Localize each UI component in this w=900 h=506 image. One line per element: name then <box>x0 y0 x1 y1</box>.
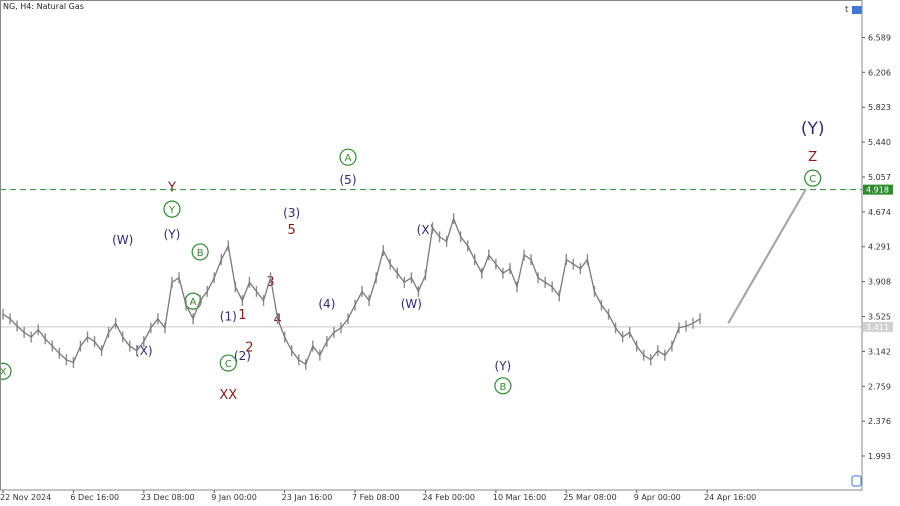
wave-label-text: B <box>499 382 506 393</box>
y-tick-label: 3.525 <box>868 312 891 321</box>
x-tick-label: 23 Dec 08:00 <box>141 493 195 502</box>
wave-label-21: (X) <box>417 223 435 237</box>
level-tag: 3.411 <box>866 323 889 332</box>
wave-circle-0 <box>0 362 12 380</box>
wave-label-27: C <box>804 169 822 187</box>
wave-circle-6 <box>191 243 209 261</box>
wave-circle-4 <box>163 200 181 218</box>
wave-label-text: A <box>345 153 352 164</box>
y-tick-label: 1.993 <box>868 452 891 461</box>
y-tick-label: 3.142 <box>868 347 891 356</box>
price-line <box>2 216 701 366</box>
wave-label-6: B <box>191 243 209 261</box>
x-tick-label: 23 Jan 16:00 <box>282 493 333 502</box>
y-tick-label: 6.589 <box>868 33 891 42</box>
wave-label-5: (Y) <box>164 228 181 242</box>
wave-label-12: C <box>219 354 237 372</box>
wave-label-text: 2 <box>245 341 253 356</box>
wave-circle-12 <box>219 354 237 372</box>
wave-label-text: Z <box>808 150 817 165</box>
wave-label-text: (W) <box>112 233 133 247</box>
wave-label-text: (1) <box>220 310 237 324</box>
wave-label-8: (1) <box>220 310 237 324</box>
wave-label-10: 2 <box>245 341 253 356</box>
trade-icon[interactable]: t <box>845 5 849 15</box>
wave-label-text: (4) <box>318 297 335 311</box>
x-tick-label: 22 Nov 2024 <box>0 493 51 502</box>
level-tag-bg-1 <box>863 321 893 332</box>
wave-label-text: X <box>0 367 7 378</box>
wave-label-19: A <box>339 148 357 166</box>
wave-label-1: (W) <box>112 233 133 247</box>
x-axis: 22 Nov 2024 6 Dec 16:00 23 Dec 08:00 9 Jan … <box>0 490 756 502</box>
wave-label-9: 1 <box>238 308 246 323</box>
toolbar-icons: t <box>845 5 862 487</box>
x-tick-label: 24 Feb 00:00 <box>422 493 474 502</box>
wave-circle-19 <box>339 148 357 166</box>
x-tick-label: 9 Jan 00:00 <box>211 493 257 502</box>
wave-label-text: XX <box>219 388 237 403</box>
wave-label-text: 5 <box>288 223 296 238</box>
x-tick-label: 10 Mar 16:00 <box>493 493 546 502</box>
y-tick-label: 3.908 <box>868 278 891 287</box>
wave-label-24: B <box>494 377 512 395</box>
wave-label-22: (W) <box>401 297 422 311</box>
x-tick-label: 24 Apr 16:00 <box>704 493 756 502</box>
x-tick-label: 9 Apr 00:00 <box>634 493 681 502</box>
wave-label-text: (Y) <box>801 119 825 139</box>
y-tick-label: 5.057 <box>868 173 891 182</box>
wave-label-text: (5) <box>340 173 357 187</box>
wave-label-11: (2) <box>234 349 251 363</box>
x-tick-label: 6 Dec 16:00 <box>70 493 119 502</box>
y-tick-label: 6.206 <box>868 68 891 77</box>
wave-label-4: Y <box>163 200 181 218</box>
wave-labels: X(W)(X)YY(Y)BA(1)12(2)CXX34(3)5(4)A(5)(X… <box>0 119 825 403</box>
price-levels: 4.918 3.411 <box>0 184 893 332</box>
wave-label-25: (Y) <box>801 119 825 139</box>
x-tick-label: 25 Mar 08:00 <box>563 493 616 502</box>
wave-label-text: A <box>190 297 197 308</box>
wave-circle-27 <box>804 169 822 187</box>
y-tick-label: 4.674 <box>868 208 891 217</box>
wave-label-26: Z <box>808 150 817 165</box>
wave-label-text: (Y) <box>495 359 512 373</box>
wave-label-text: C <box>809 174 816 185</box>
wave-label-20: (5) <box>340 173 357 187</box>
wave-label-17: 5 <box>288 223 296 238</box>
wave-label-text: (X) <box>417 223 435 237</box>
price-series <box>2 213 701 370</box>
y-tick-label: 2.376 <box>868 417 891 426</box>
wave-label-0: X <box>0 362 12 380</box>
projection-line <box>727 189 807 324</box>
wave-label-text: C <box>225 359 232 370</box>
x-tick-label: 7 Feb 08:00 <box>352 493 399 502</box>
wave-label-3: Y <box>167 180 176 195</box>
y-tick-label: 4.291 <box>868 243 891 252</box>
wave-label-18: (4) <box>318 297 335 311</box>
wave-label-text: 1 <box>238 308 246 323</box>
y-axis: 6.589 6.206 5.823 5.440 5.057 4.674 4.291 3.908… <box>862 33 891 461</box>
wave-label-16: (3) <box>283 206 300 220</box>
wave-label-text: (3) <box>283 206 300 220</box>
scroll-end-icon[interactable] <box>851 475 862 487</box>
plot-frame <box>0 0 863 491</box>
level-tag: 4.918 <box>866 186 889 195</box>
wave-label-13: XX <box>219 388 237 403</box>
wave-label-text: (Y) <box>164 228 181 242</box>
y-tick-label: 5.440 <box>868 138 891 147</box>
wave-label-text: (W) <box>401 297 422 311</box>
wave-label-text: (2) <box>234 349 251 363</box>
chart-title: NG, H4: Natural Gas <box>3 2 84 11</box>
wave-label-text: B <box>197 248 204 259</box>
wave-label-text: Y <box>168 205 176 216</box>
y-tick-label: 5.823 <box>868 103 891 112</box>
wave-label-23: (Y) <box>495 359 512 373</box>
y-tick-label: 2.759 <box>868 382 891 391</box>
one-click-icon[interactable] <box>852 6 862 14</box>
wave-circle-24 <box>494 377 512 395</box>
level-tag-bg-0 <box>863 184 893 195</box>
wave-label-text: Y <box>167 180 176 195</box>
